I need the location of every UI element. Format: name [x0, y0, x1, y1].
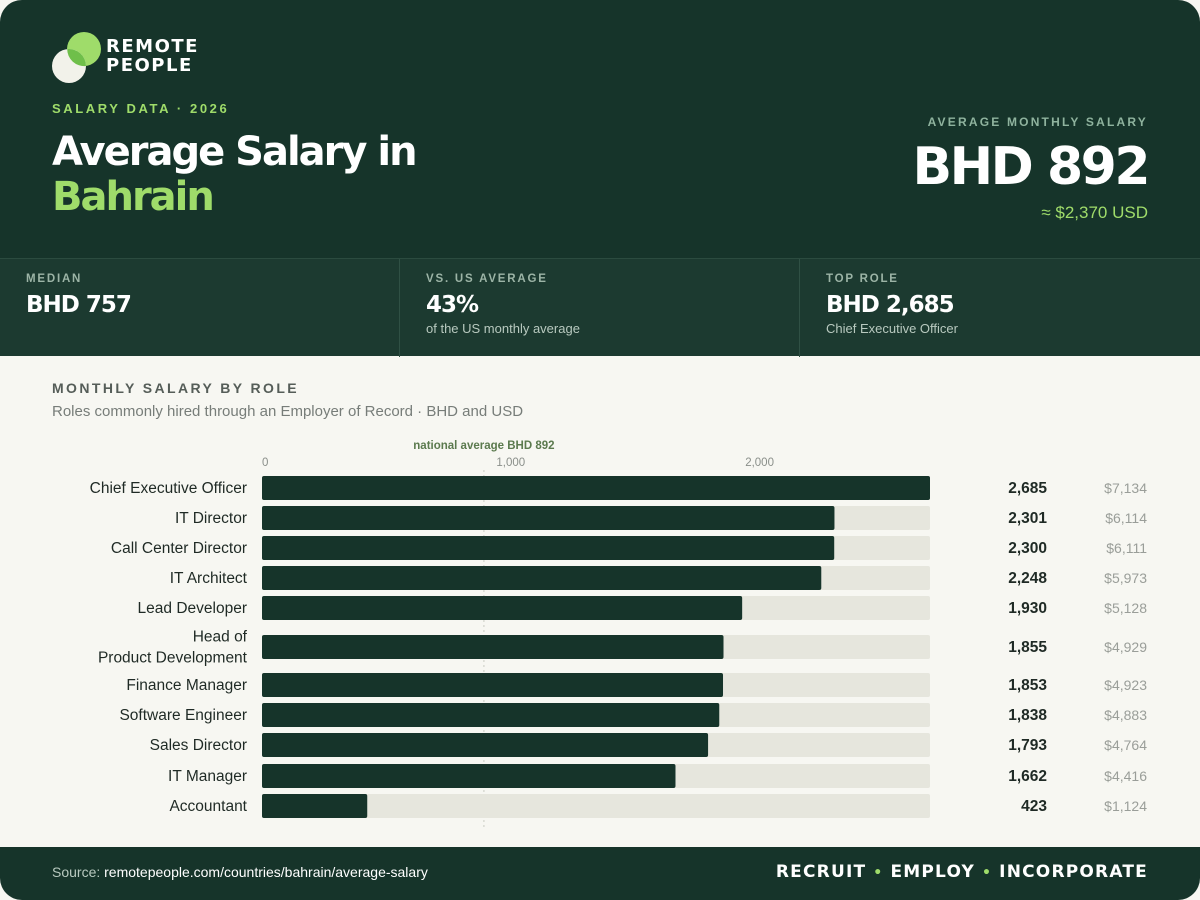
bar — [262, 733, 709, 757]
category-label: Sales Director — [150, 737, 247, 754]
tagline-dot: • — [873, 865, 884, 881]
bar — [262, 673, 724, 697]
source-line: Source: remotepeople.com/countries/bahra… — [52, 864, 428, 880]
tagline-recruit: RECRUIT — [775, 862, 867, 882]
usd-label: $5,973 — [1104, 570, 1147, 586]
bar — [262, 506, 835, 530]
category-label: IT Architect — [170, 570, 248, 587]
value-label: 2,685 — [1008, 480, 1047, 497]
bar-track — [262, 794, 930, 818]
bar — [262, 536, 835, 560]
usd-label: $5,128 — [1104, 600, 1147, 616]
x-tick-label: 1,000 — [496, 457, 525, 469]
usd-label: $7,134 — [1104, 480, 1147, 496]
value-label: 1,662 — [1008, 768, 1047, 785]
salary-bar-chart: 0 1,000 2,000 national average BHD 892 Chief… — [90, 440, 1147, 828]
value-label: 2,301 — [1008, 510, 1047, 527]
bar — [262, 764, 676, 788]
usd-label: $6,114 — [1105, 510, 1147, 526]
source-link[interactable]: remotepeople.com/countries/bahrain/avera… — [104, 864, 428, 880]
tagline-employ: EMPLOY — [890, 862, 976, 882]
stat-value: 43% — [426, 292, 479, 318]
usd-label: $6,111 — [1106, 540, 1147, 556]
tagline-incorporate: INCORPORATE — [999, 862, 1148, 882]
bar — [262, 566, 822, 590]
stat-sub: of the US monthly average — [426, 321, 580, 336]
stat-sub: Chief Executive Officer — [826, 321, 958, 336]
x-tick-label: 0 — [262, 457, 268, 469]
category-label: Finance Manager — [126, 677, 247, 694]
value-label: 1,930 — [1008, 600, 1047, 617]
stat-top-role: TOP ROLE BHD 2,685 Chief Executive Offic… — [799, 259, 1199, 357]
category-label: Call Center Director — [111, 540, 247, 557]
category-label: Lead Developer — [138, 600, 247, 617]
usd-label: $4,923 — [1104, 677, 1147, 693]
stat-vs-us: VS. US AVERAGE 43% of the US monthly ave… — [399, 259, 799, 357]
usd-label: $4,929 — [1104, 639, 1147, 655]
category-label: Head of Product Development — [98, 629, 248, 667]
header: REMOTE PEOPLE SALARY DATA · 2026 Average… — [0, 0, 1200, 258]
category-label: IT Director — [175, 510, 247, 527]
stat-median: MEDIAN BHD 757 — [0, 259, 400, 357]
category-label: Chief Executive Officer — [90, 480, 247, 497]
usd-label: $4,416 — [1104, 768, 1147, 784]
stats-band: MEDIAN BHD 757 VS. US AVERAGE 43% of the… — [0, 258, 1200, 357]
category-label: Accountant — [169, 798, 247, 815]
remote-people-logo-icon — [52, 32, 101, 83]
usd-label: $1,124 — [1104, 798, 1147, 814]
value-label: 2,248 — [1008, 570, 1047, 587]
title-line-1: Average Salary in — [52, 129, 418, 175]
value-label: 1,838 — [1008, 707, 1047, 724]
value-label: 1,793 — [1008, 737, 1047, 754]
source-prefix: Source: — [52, 864, 101, 880]
average-value: BHD 892 — [912, 137, 1151, 197]
value-label: 423 — [1021, 798, 1047, 815]
tagline: RECRUIT • EMPLOY • INCORPORATE — [776, 862, 1148, 882]
value-label: 1,855 — [1008, 639, 1047, 656]
section-title: MONTHLY SALARY BY ROLE — [52, 380, 300, 396]
kicker: SALARY DATA · 2026 — [52, 101, 230, 116]
tagline-dot: • — [982, 865, 993, 881]
bar — [262, 794, 368, 818]
stat-label: VS. US AVERAGE — [426, 273, 548, 285]
brand-line-2: PEOPLE — [106, 55, 193, 76]
footer: Source: remotepeople.com/countries/bahra… — [0, 847, 1200, 900]
value-label: 1,853 — [1008, 677, 1047, 694]
page-title: Average Salary in Bahrain — [52, 129, 418, 220]
title-country: Bahrain — [52, 174, 215, 220]
average-usd: ≈ $2,370 USD — [1041, 203, 1148, 222]
usd-label: $4,764 — [1104, 737, 1147, 753]
bar — [262, 635, 724, 659]
stat-label: TOP ROLE — [826, 273, 899, 285]
x-tick-label: 2,000 — [745, 457, 774, 469]
category-label: IT Manager — [168, 768, 247, 785]
section-subtitle: Roles commonly hired through an Employer… — [52, 403, 524, 420]
average-label: AVERAGE MONTHLY SALARY — [927, 115, 1148, 129]
brand-line-1: REMOTE — [106, 36, 199, 57]
reference-label: national average BHD 892 — [413, 440, 554, 452]
usd-label: $4,883 — [1104, 707, 1147, 723]
bar — [262, 596, 743, 620]
bar — [262, 703, 720, 727]
stat-label: MEDIAN — [26, 273, 83, 285]
bar — [262, 476, 930, 500]
value-label: 2,300 — [1008, 540, 1047, 557]
stat-value: BHD 757 — [26, 292, 132, 318]
brand-wordmark: REMOTE PEOPLE — [106, 37, 199, 75]
stat-value: BHD 2,685 — [826, 292, 955, 318]
category-label: Software Engineer — [119, 707, 247, 724]
